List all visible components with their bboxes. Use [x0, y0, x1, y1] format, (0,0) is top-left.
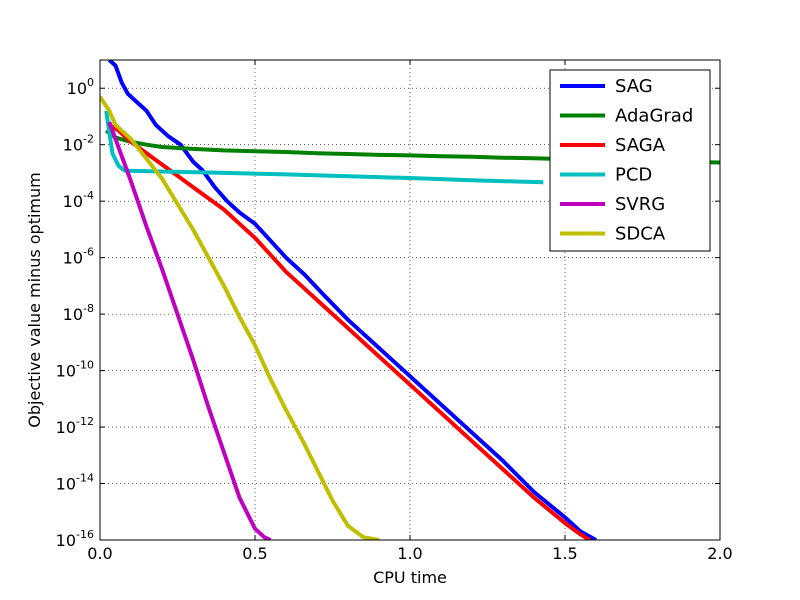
y-tick-label: 10-12 [56, 415, 94, 437]
y-tick-label-base: 10 [63, 305, 83, 324]
x-tick-label: 2.0 [707, 544, 732, 563]
legend-label-pcd: PCD [615, 165, 652, 186]
y-tick-label-base: 10 [67, 79, 87, 98]
y-tick-label: 10-14 [56, 472, 94, 494]
y-tick-label-base: 10 [56, 475, 76, 494]
y-tick-label-exponent: -10 [76, 359, 94, 372]
y-tick-label-exponent: -14 [76, 472, 94, 485]
axis-ticks: 0.0 0.5 1.0 1.5 2.010010-210-410-610-810-101… [56, 60, 733, 563]
y-tick-label: 10-4 [63, 189, 94, 211]
series-line-pcd [104, 110, 544, 185]
legend: SAG AdaGrad SAGA PCD SVRG SDCA [549, 69, 711, 252]
y-tick-label: 10-2 [63, 133, 94, 155]
y-tick-label: 100 [67, 76, 94, 98]
y-tick-label-base: 10 [56, 362, 76, 381]
x-tick-label: 0.0 [87, 544, 112, 563]
y-axis-label: Objective value minus optimum [25, 172, 44, 427]
y-tick-label: 10-16 [56, 528, 94, 550]
series-lines [100, 60, 720, 540]
series-line-svrg [107, 121, 272, 540]
y-tick-label: 10-10 [56, 359, 94, 381]
y-tick-label-exponent: -2 [83, 133, 94, 146]
y-tick-label-base: 10 [63, 136, 83, 155]
legend-label-saga: SAGA [615, 135, 666, 156]
series-line-sag [107, 60, 597, 540]
y-tick-label-exponent: -12 [76, 415, 94, 428]
legend-label-adagrad: AdaGrad [615, 106, 693, 127]
x-axis-label: CPU time [373, 568, 447, 587]
legend-label-svrg: SVRG [615, 194, 665, 215]
y-tick-label-exponent: 0 [87, 76, 94, 89]
y-tick-label-base: 10 [63, 192, 83, 211]
y-tick-label-base: 10 [56, 418, 76, 437]
legend-label-sag: SAG [615, 76, 653, 97]
y-tick-label-exponent: -8 [83, 302, 94, 315]
x-tick-label: 1.5 [552, 544, 577, 563]
y-tick-label: 10-8 [63, 302, 94, 324]
series-line-sdca [100, 95, 380, 540]
y-tick-label: 10-6 [63, 246, 94, 268]
y-tick-label-exponent: -6 [83, 246, 94, 259]
series-line-saga [108, 123, 591, 540]
x-tick-label: 1.0 [397, 544, 422, 563]
y-tick-label-exponent: -16 [76, 528, 94, 541]
x-tick-label: 0.5 [242, 544, 267, 563]
y-tick-label-base: 10 [63, 249, 83, 268]
legend-box [549, 69, 711, 252]
y-tick-label-base: 10 [56, 531, 76, 550]
y-tick-label-exponent: -4 [83, 189, 94, 202]
legend-label-sdca: SDCA [615, 224, 666, 245]
